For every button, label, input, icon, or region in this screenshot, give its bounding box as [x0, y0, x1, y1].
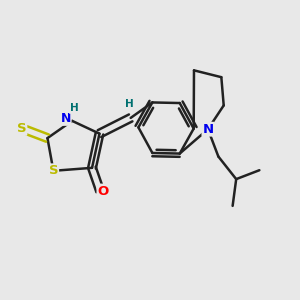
Text: H: H	[125, 99, 134, 109]
Text: N: N	[60, 112, 71, 125]
Text: H: H	[70, 103, 78, 113]
Text: N: N	[202, 123, 214, 136]
Text: O: O	[98, 184, 109, 197]
Text: S: S	[49, 164, 58, 177]
Text: S: S	[17, 122, 26, 135]
